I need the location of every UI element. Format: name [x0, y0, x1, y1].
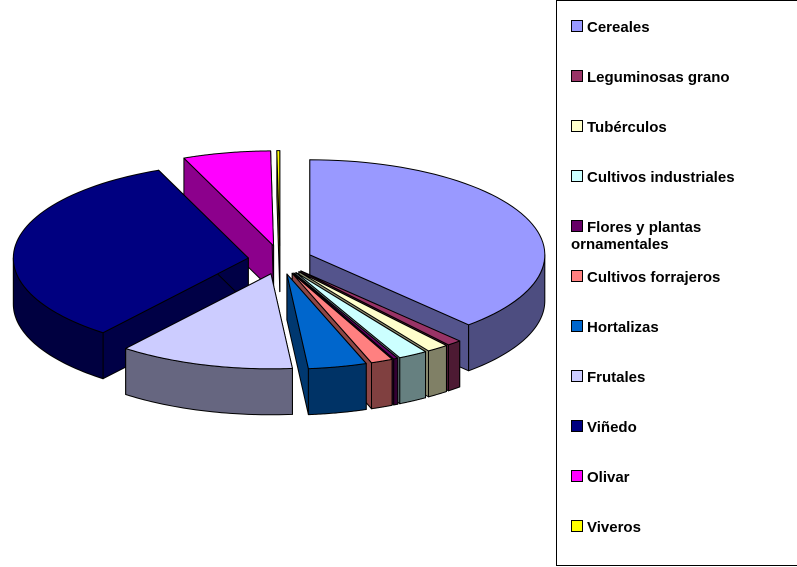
- legend: Cereales Leguminosas grano Tubérculos Culti…: [556, 0, 797, 566]
- slice: [183, 150, 275, 293]
- chart: [12, 150, 546, 416]
- legend-swatch: [571, 520, 583, 532]
- slice-top: [309, 159, 546, 326]
- slice: [12, 169, 249, 380]
- legend-label: Hortalizas: [587, 319, 659, 336]
- slice: [125, 273, 293, 416]
- slice-side: [399, 351, 427, 405]
- legend-label: Cereales: [587, 19, 650, 36]
- legend-swatch: [571, 370, 583, 382]
- legend-item: Hortalizas: [571, 319, 659, 336]
- slice-top: [298, 271, 447, 352]
- slice-top: [300, 270, 461, 346]
- legend-swatch: [571, 120, 583, 132]
- legend-item: Cultivos forrajeros: [571, 269, 720, 286]
- slice-side: [393, 357, 399, 406]
- legend-label: Cultivos forrajeros: [587, 269, 721, 286]
- legend-label: Leguminosas grano: [587, 69, 730, 86]
- legend-label: Flores y plantas ornamentales: [571, 219, 702, 253]
- legend-swatch: [571, 470, 583, 482]
- slice-top: [286, 273, 367, 370]
- legend-label: Viñedo: [587, 419, 637, 436]
- legend-label: Cultivos industriales: [587, 169, 735, 186]
- slice-top: [183, 150, 275, 247]
- legend-label: Tubérculos: [587, 119, 667, 136]
- slice-side: [307, 362, 367, 416]
- slice-top: [12, 169, 249, 334]
- legend-item: Frutales: [571, 369, 645, 386]
- legend-swatch: [571, 420, 583, 432]
- legend-item: Flores y plantas ornamentales: [571, 219, 751, 253]
- legend-item: Viñedo: [571, 419, 637, 436]
- legend-item: Leguminosas grano: [571, 69, 730, 86]
- legend-item: Cereales: [571, 19, 650, 36]
- slice-side: [447, 340, 461, 392]
- slice-top: [295, 271, 427, 359]
- slice-top: [125, 273, 293, 370]
- slice-top: [291, 272, 393, 364]
- slice-top: [276, 150, 281, 247]
- legend-swatch: [571, 20, 583, 32]
- legend-swatch: [571, 170, 583, 182]
- legend-item: Cultivos industriales: [571, 169, 735, 186]
- legend-swatch: [571, 270, 583, 282]
- legend-item: Olivar: [571, 469, 630, 486]
- legend-swatch: [571, 220, 583, 232]
- legend-swatch: [571, 70, 583, 82]
- legend-label: Olivar: [587, 469, 630, 486]
- legend-item: Tubérculos: [571, 119, 667, 136]
- legend-label: Viveros: [587, 519, 641, 536]
- slice-side: [427, 345, 447, 398]
- legend-swatch: [571, 320, 583, 332]
- slice-top: [293, 272, 399, 360]
- slice: [276, 150, 281, 293]
- legend-item: Viveros: [571, 519, 641, 536]
- slice-side: [371, 358, 393, 410]
- legend-label: Frutales: [587, 369, 646, 386]
- slice: [286, 273, 367, 416]
